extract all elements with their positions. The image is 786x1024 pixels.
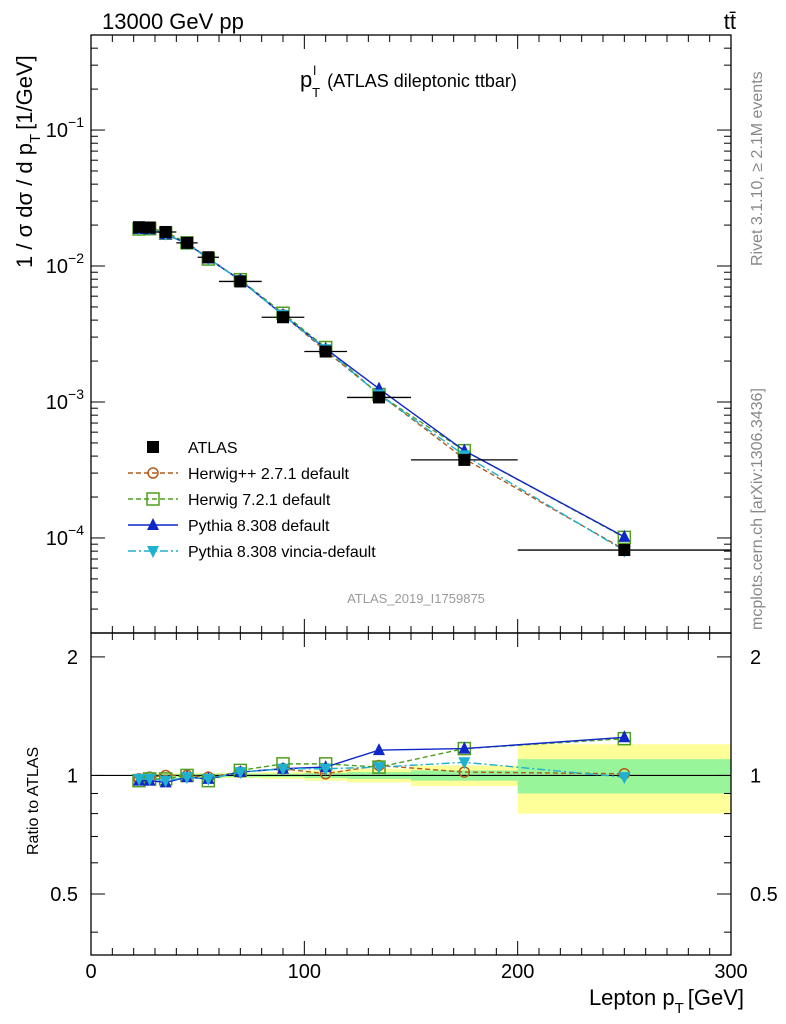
atlas-data-point	[458, 453, 471, 466]
x-tick-label: 300	[714, 961, 747, 983]
y-tick-exponent: −2	[68, 250, 84, 266]
atlas-data-point	[373, 391, 385, 404]
x-axis-label-rest: [GeV]	[688, 985, 744, 1010]
main-panel-frame	[90, 34, 732, 634]
x-tick-label: 100	[288, 961, 321, 983]
ratio-point-pythia-8-308-vincia-default	[618, 772, 631, 785]
y-tick-exponent: −1	[68, 114, 84, 130]
legend-marker	[146, 492, 160, 506]
mcplots-label: mcplots.cern.ch [arXiv:1306.3436]	[749, 388, 766, 630]
ratio-tick-label-right: 2	[750, 647, 761, 669]
atlas-data-point	[234, 275, 247, 288]
y-axis-label-main: 1 / σ dσ / d p	[12, 143, 37, 268]
axis-frames	[90, 34, 732, 956]
atlas-data-point	[143, 221, 156, 234]
y-tick-label: 10−4	[46, 522, 84, 550]
x-axis-label-main: Lepton p	[589, 985, 675, 1010]
y-tick-base: 10	[46, 120, 68, 142]
ratio-uncertainty-bands	[133, 744, 731, 814]
ratio-point-pythia-8-308-vincia-default	[133, 773, 145, 786]
y-axis-label-rest: [1/GeV]	[12, 55, 37, 130]
legend-label: Herwig++ 2.7.1 default	[188, 466, 350, 483]
x-axis-label: Lepton pT [GeV]	[589, 985, 744, 1017]
legend-label: Pythia 8.308 vincia-default	[188, 544, 376, 561]
atlas-data-point	[181, 236, 193, 249]
ratio-point-pythia-8-308-vincia-default	[373, 762, 385, 775]
y-tick-exponent: −3	[68, 386, 84, 402]
ratio-y-axis-label: Ratio to ATLAS	[25, 747, 42, 855]
ratio-point-pythia-8-308-vincia-default	[277, 763, 289, 776]
plot-title: pl T (ATLAS dileptonic ttbar)	[300, 63, 517, 100]
legend-label: Pythia 8.308 default	[188, 518, 330, 535]
ratio-point-pythia-8-308-vincia-default	[202, 773, 215, 786]
atlas-data-point	[618, 544, 631, 557]
title-superscript: l	[313, 63, 316, 78]
title-symbol: p	[300, 67, 312, 92]
y-tick-label: 10−2	[46, 250, 84, 278]
ratio-point-pythia-8-308-vincia-default	[181, 772, 193, 785]
series-point-pythia-8-308-default	[618, 529, 631, 542]
ratio-point-pythia-8-308-vincia-default	[458, 757, 471, 770]
legend-marker	[147, 467, 159, 479]
atlas-data-point	[202, 251, 215, 264]
legend-marker	[147, 441, 159, 453]
ratio-point-pythia-8-308-default	[618, 730, 631, 743]
ratio-tick-label-right: 0.5	[750, 884, 778, 906]
atlas-data-point	[159, 225, 172, 238]
atlas-data-point	[319, 345, 332, 358]
atlas-data-point	[277, 311, 289, 324]
energy-label: 13000 GeV pp	[102, 9, 244, 34]
y-tick-label: 10−1	[46, 114, 84, 142]
ratio-tick-label-left: 2	[67, 647, 78, 669]
y-tick-exponent: −4	[68, 522, 84, 538]
x-tick-label: 0	[85, 961, 96, 983]
y-tick-base: 10	[46, 528, 68, 550]
legend: ATLAS Herwig++ 2.7.1 default Herwig 7.2.1 …	[128, 440, 376, 561]
title-rest: (ATLAS dileptonic ttbar)	[327, 71, 517, 91]
atlas-data-layer	[133, 221, 731, 557]
legend-label: Herwig 7.2.1 default	[188, 492, 331, 509]
ratio-series-layer	[132, 730, 632, 788]
y-axis-label: 1 / σ dσ / d pT [1/GeV]	[12, 55, 44, 268]
title-subscript: T	[312, 85, 320, 100]
y-axis-label-sub: T	[27, 134, 44, 143]
analysis-id: ATLAS_2019_I1759875	[347, 591, 485, 606]
rivet-label: Rivet 3.1.10, ≥ 2.1M events	[749, 71, 766, 266]
ratio-point-pythia-8-308-default	[458, 741, 471, 754]
y-tick-base: 10	[46, 256, 68, 278]
y-tick-label: 10−3	[46, 386, 84, 414]
x-axis-label-sub: T	[675, 1000, 684, 1017]
legend-label: ATLAS	[188, 440, 238, 457]
ratio-point-pythia-8-308-vincia-default	[159, 775, 172, 788]
legend-marker	[147, 546, 159, 558]
ratio-point-pythia-8-308-default	[373, 743, 385, 756]
ratio-point-pythia-8-308-vincia-default	[143, 773, 156, 786]
ratio-tick-label-left: 0.5	[50, 884, 78, 906]
atlas-data-point	[133, 221, 145, 234]
legend-marker	[147, 518, 159, 530]
ratio-line-herwig-7-2-1-default	[138, 737, 625, 782]
ratio-point-pythia-8-308-vincia-default	[319, 763, 332, 776]
y-tick-base: 10	[46, 392, 68, 414]
ratio-tick-label-left: 1	[67, 765, 78, 787]
x-tick-label: 200	[501, 961, 534, 983]
series-line-pythia-8-308-default	[138, 228, 625, 538]
ratio-point-pythia-8-308-vincia-default	[234, 767, 247, 780]
ratio-tick-label-right: 1	[750, 765, 761, 787]
process-label: tt̄	[724, 9, 736, 34]
